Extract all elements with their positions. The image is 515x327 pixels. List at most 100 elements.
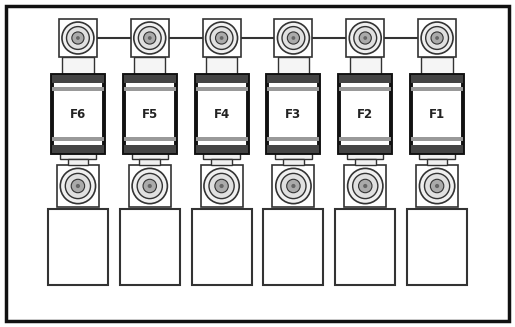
Bar: [196, 137, 248, 141]
Bar: [124, 137, 176, 141]
Bar: [411, 75, 463, 83]
Bar: [59, 19, 97, 57]
Circle shape: [287, 32, 300, 44]
Circle shape: [76, 184, 80, 188]
Bar: [62, 57, 94, 75]
Circle shape: [287, 179, 300, 193]
Bar: [350, 57, 381, 75]
Bar: [120, 209, 180, 285]
Text: F4: F4: [213, 108, 230, 121]
Bar: [411, 145, 463, 153]
Circle shape: [363, 184, 367, 188]
Bar: [267, 75, 319, 153]
Circle shape: [282, 26, 305, 49]
Bar: [344, 165, 386, 207]
Bar: [124, 87, 176, 92]
Bar: [419, 153, 455, 159]
Circle shape: [209, 173, 234, 198]
Circle shape: [66, 26, 89, 49]
Bar: [140, 159, 160, 165]
Bar: [203, 153, 240, 159]
Circle shape: [76, 36, 80, 40]
Bar: [48, 209, 108, 285]
Bar: [202, 19, 241, 57]
Bar: [196, 75, 248, 153]
Circle shape: [220, 36, 224, 40]
Circle shape: [291, 184, 296, 188]
Text: F1: F1: [429, 108, 445, 121]
Circle shape: [353, 173, 378, 198]
Circle shape: [278, 22, 310, 54]
Circle shape: [215, 179, 228, 193]
Bar: [192, 209, 252, 285]
Bar: [339, 87, 391, 92]
Text: F3: F3: [285, 108, 301, 121]
Text: F6: F6: [70, 108, 86, 121]
Circle shape: [137, 173, 162, 198]
Circle shape: [349, 22, 381, 54]
Bar: [411, 87, 463, 92]
Bar: [335, 209, 395, 285]
Circle shape: [421, 22, 453, 54]
Bar: [134, 57, 165, 75]
Circle shape: [348, 168, 383, 204]
Circle shape: [435, 184, 439, 188]
Circle shape: [431, 179, 444, 193]
Bar: [267, 87, 319, 92]
Bar: [346, 19, 384, 57]
Circle shape: [65, 173, 91, 198]
Bar: [124, 75, 176, 83]
Bar: [52, 145, 104, 153]
Bar: [196, 145, 248, 153]
Circle shape: [134, 22, 166, 54]
Bar: [60, 153, 96, 159]
Circle shape: [148, 184, 152, 188]
Bar: [347, 153, 384, 159]
Circle shape: [139, 26, 161, 49]
Bar: [129, 165, 171, 207]
Circle shape: [210, 26, 233, 49]
Bar: [416, 165, 458, 207]
Bar: [278, 57, 309, 75]
Circle shape: [215, 32, 228, 44]
Circle shape: [60, 168, 96, 204]
Bar: [283, 159, 304, 165]
Bar: [274, 19, 313, 57]
Circle shape: [359, 32, 371, 44]
Bar: [411, 137, 463, 141]
Bar: [52, 137, 104, 141]
Circle shape: [276, 168, 311, 204]
Circle shape: [205, 22, 237, 54]
Bar: [131, 153, 168, 159]
Circle shape: [358, 179, 372, 193]
Bar: [421, 57, 453, 75]
Bar: [267, 75, 319, 83]
Bar: [196, 75, 248, 83]
Circle shape: [431, 32, 443, 44]
Bar: [196, 87, 248, 92]
Circle shape: [71, 179, 84, 193]
Bar: [267, 137, 319, 141]
Bar: [131, 19, 169, 57]
Bar: [339, 137, 391, 141]
Bar: [339, 75, 391, 83]
Circle shape: [435, 36, 439, 40]
Bar: [57, 165, 99, 207]
Circle shape: [144, 32, 156, 44]
Bar: [407, 209, 467, 285]
Circle shape: [364, 36, 367, 40]
Bar: [52, 87, 104, 92]
Circle shape: [132, 168, 167, 204]
Bar: [272, 165, 315, 207]
Bar: [275, 153, 312, 159]
Text: F2: F2: [357, 108, 373, 121]
Circle shape: [281, 173, 306, 198]
Bar: [67, 159, 88, 165]
Bar: [339, 75, 391, 153]
Bar: [418, 19, 456, 57]
Circle shape: [354, 26, 376, 49]
Circle shape: [426, 26, 449, 49]
Text: F5: F5: [142, 108, 158, 121]
Circle shape: [424, 173, 450, 198]
Bar: [355, 159, 375, 165]
